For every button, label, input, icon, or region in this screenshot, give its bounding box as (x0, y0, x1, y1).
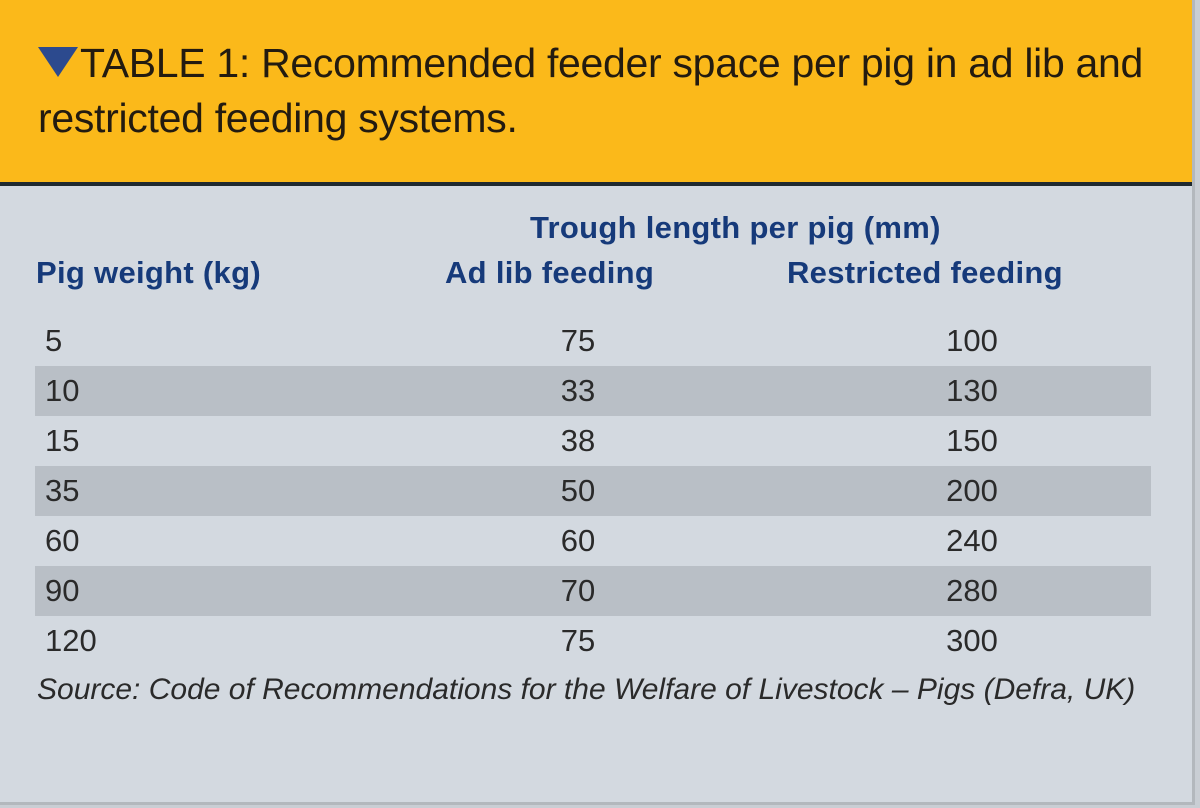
cell-restricted: 150 (946, 423, 998, 458)
group-header: Trough length per pig (mm) (530, 210, 941, 245)
table-row: 10 33 130 (35, 366, 1151, 416)
cell-pig-weight: 60 (45, 523, 80, 558)
table-row: 35 50 200 (35, 466, 1151, 516)
table-row: 5 75 100 (35, 316, 1151, 366)
cell-ad-lib: 75 (560, 323, 596, 358)
cell-ad-lib: 50 (560, 473, 596, 508)
cell-pig-weight: 35 (45, 473, 80, 508)
column-header-pig-weight: Pig weight (kg) (36, 255, 261, 290)
cell-ad-lib: 33 (560, 373, 596, 408)
table-row: 90 70 280 (35, 566, 1151, 616)
cell-pig-weight: 120 (45, 623, 97, 658)
cell-restricted: 200 (946, 473, 998, 508)
table-title: TABLE 1: Recommended feeder space per pi… (38, 36, 1158, 146)
cell-restricted: 130 (946, 373, 998, 408)
cell-ad-lib: 60 (560, 523, 596, 558)
table-title-text: TABLE 1: Recommended feeder space per pi… (38, 40, 1144, 141)
cell-pig-weight: 5 (45, 323, 63, 358)
table-row: 120 75 300 (35, 616, 1151, 666)
table-row: 60 60 240 (35, 516, 1151, 566)
cell-ad-lib: 75 (560, 623, 596, 658)
column-header-ad-lib: Ad lib feeding (445, 255, 655, 290)
table-header-band: TABLE 1: Recommended feeder space per pi… (0, 0, 1192, 186)
cell-pig-weight: 10 (45, 373, 80, 408)
cell-ad-lib: 70 (560, 573, 596, 608)
cell-restricted: 100 (946, 323, 998, 358)
cell-pig-weight: 15 (45, 423, 80, 458)
cell-pig-weight: 90 (45, 573, 80, 608)
column-header-restricted: Restricted feeding (787, 255, 1063, 290)
cell-ad-lib: 38 (560, 423, 596, 458)
table-row: 15 38 150 (35, 416, 1151, 466)
cell-restricted: 280 (946, 573, 998, 608)
cell-restricted: 240 (946, 523, 998, 558)
source-note: Source: Code of Recommendations for the … (37, 673, 1136, 706)
triangle-down-icon (38, 47, 78, 77)
cell-restricted: 300 (946, 623, 998, 658)
